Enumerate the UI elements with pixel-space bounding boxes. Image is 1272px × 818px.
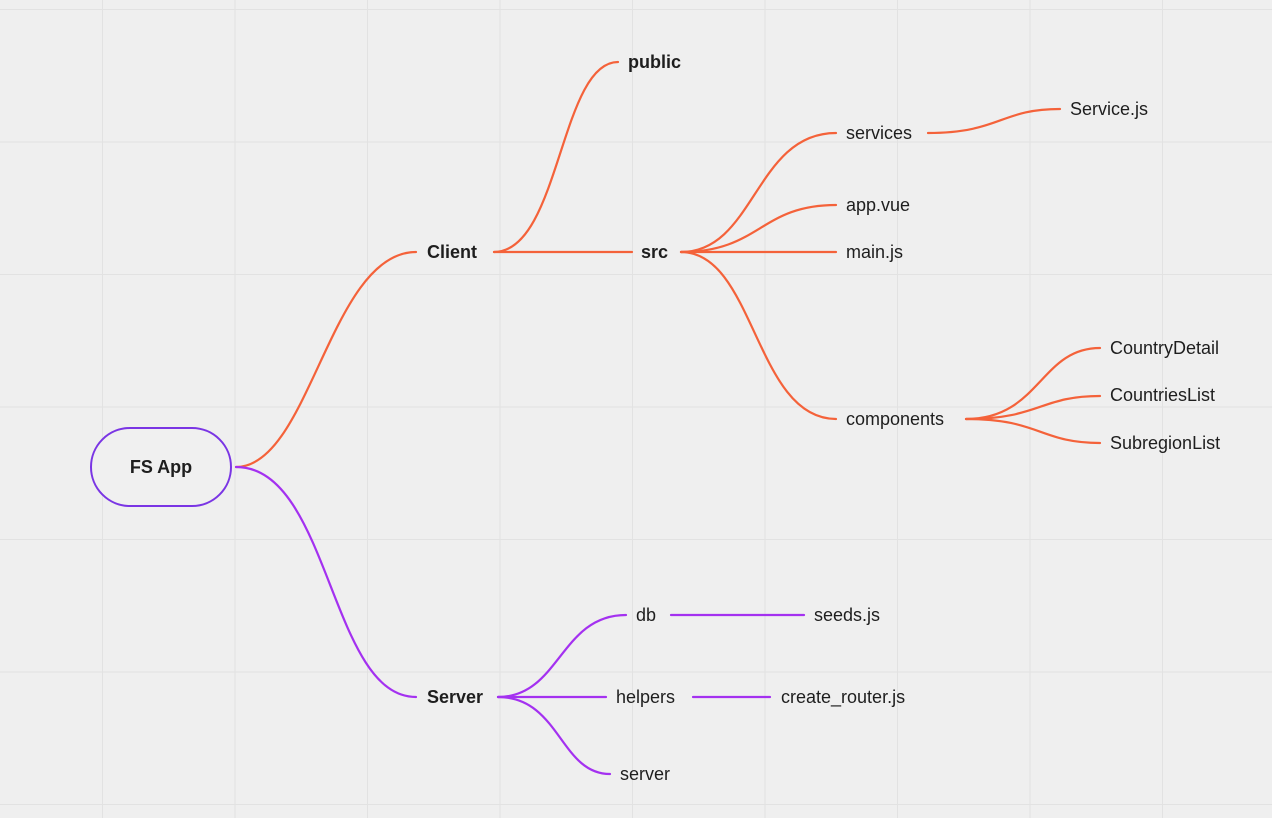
node-server-file[interactable]: server	[620, 764, 671, 784]
node-main-js[interactable]: main.js	[846, 242, 904, 262]
node-src[interactable]: src	[641, 242, 669, 262]
node-seeds-js[interactable]: seeds.js	[814, 605, 881, 625]
node-countries-list[interactable]: CountriesList	[1110, 385, 1216, 405]
link-server-db	[496, 613, 628, 699]
node-create-router-js[interactable]: create_router.js	[781, 687, 906, 707]
link-root-server	[234, 465, 418, 699]
link-components-countrydetail	[964, 346, 1102, 421]
link-components-subregionlist	[964, 417, 1102, 445]
node-client[interactable]: Client	[427, 242, 478, 262]
root-node[interactable]: FS App	[90, 427, 232, 507]
node-services[interactable]: services	[846, 123, 913, 143]
node-app-vue[interactable]: app.vue	[846, 195, 911, 215]
node-subregion-list[interactable]: SubregionList	[1110, 433, 1221, 453]
node-db[interactable]: db	[636, 605, 657, 625]
node-helpers[interactable]: helpers	[616, 687, 676, 707]
link-client-public	[492, 60, 620, 254]
node-server[interactable]: Server	[427, 687, 484, 707]
node-public[interactable]: public	[628, 52, 681, 72]
link-services-servicejs	[926, 107, 1062, 135]
link-src-components	[679, 250, 838, 421]
link-components-countrieslist	[964, 394, 1102, 421]
link-src-services	[679, 131, 838, 254]
link-server-serverfile	[496, 695, 612, 776]
node-components[interactable]: components	[846, 409, 945, 429]
link-src-appvue	[679, 203, 838, 254]
node-country-detail[interactable]: CountryDetail	[1110, 338, 1220, 358]
link-root-client	[234, 250, 418, 469]
node-service-js[interactable]: Service.js	[1070, 99, 1149, 119]
